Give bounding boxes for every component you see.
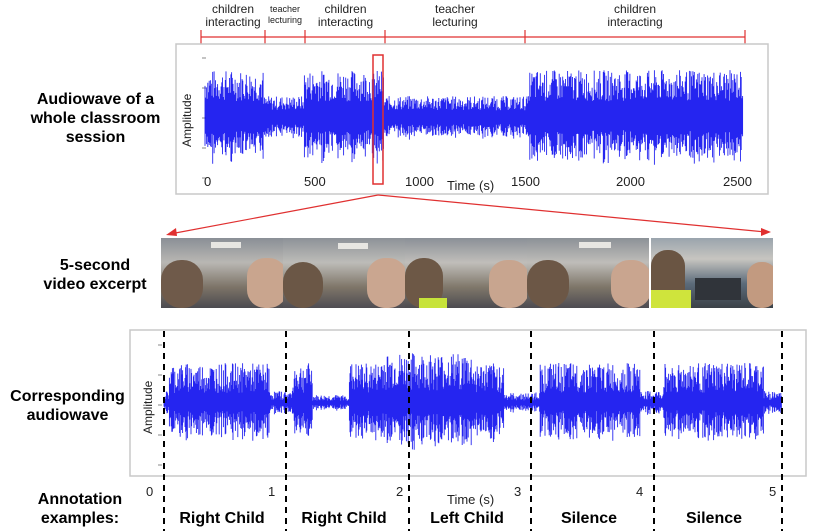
video-frame-5 [651, 238, 773, 308]
top-tick-label: 1000 [405, 174, 434, 189]
arrow-right-head [761, 228, 771, 236]
top-x-axis-label: Time (s) [447, 178, 494, 193]
top-audiowave-trace [205, 70, 743, 165]
bottom-audiowave-trace [164, 353, 781, 449]
bottom-y-axis-label: Amplitude [141, 374, 155, 434]
annotation-label: Right Child [162, 510, 282, 528]
bottom-tick-label: 2 [396, 484, 403, 499]
bottom-tick-label: 4 [636, 484, 643, 499]
top-tick-label: 2000 [616, 174, 645, 189]
top-y-axis-label: Amplitude [180, 87, 194, 147]
arrow-right [378, 195, 766, 232]
bottom-tick-label: 3 [514, 484, 521, 499]
top-tick-label: 2500 [723, 174, 752, 189]
bottom-audiowave [164, 353, 781, 449]
top-tick-label: 0 [204, 174, 211, 189]
annotation-label: Right Child [284, 510, 404, 528]
top-tick-label: 500 [304, 174, 326, 189]
annotation-label: Left Child [407, 510, 527, 528]
bottom-tick-label: 1 [268, 484, 275, 499]
video-frame-3 [405, 238, 527, 308]
annotation-label: Silence [529, 510, 649, 528]
top-audiowave [205, 70, 743, 165]
arrow-left [170, 195, 378, 234]
arrow-left-head [166, 228, 177, 236]
bottom-x-axis-label: Time (s) [447, 492, 494, 507]
video-frame-2 [283, 238, 405, 308]
annotation-label: Silence [654, 510, 774, 528]
bottom-tick-label: 0 [146, 484, 153, 499]
video-frame-1 [161, 238, 283, 308]
bottom-tick-label: 5 [769, 484, 776, 499]
video-frame-4 [527, 238, 649, 308]
top-tick-label: 1500 [511, 174, 540, 189]
